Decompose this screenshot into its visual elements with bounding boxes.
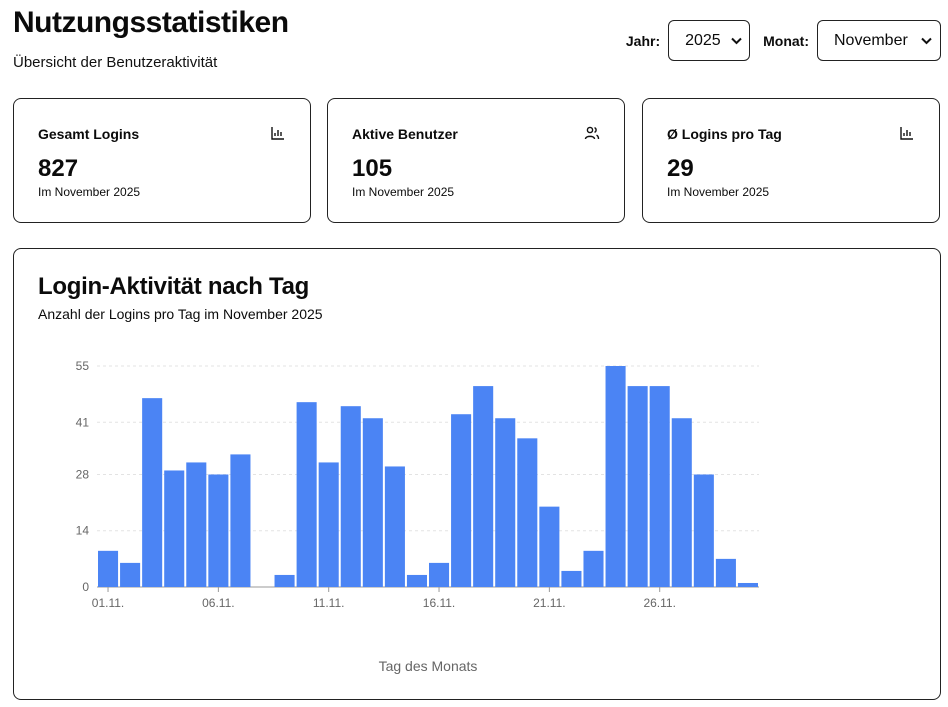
bar	[340, 406, 361, 587]
stat-label: Aktive Benutzer	[352, 126, 458, 142]
bar-chart-icon	[270, 125, 286, 141]
month-value: November	[834, 31, 908, 49]
bar	[142, 398, 163, 587]
bar	[406, 574, 427, 587]
login-activity-chart-card: Login-Aktivität nach Tag Anzahl der Logi…	[13, 248, 941, 700]
bar	[583, 550, 604, 587]
stat-value: 29	[667, 155, 694, 182]
stat-value: 105	[352, 155, 393, 182]
stat-value: 827	[38, 155, 79, 182]
bar	[98, 550, 119, 587]
bar	[693, 474, 714, 587]
bar	[230, 454, 251, 587]
bar-chart: 0 14 28 41 55 01.11. 06.11. 11.11. 16.11. 21.11. 2…	[76, 359, 759, 674]
chart-subtitle: Anzahl der Logins pro Tag im November 20…	[38, 306, 323, 322]
bar	[318, 462, 339, 587]
page-title: Nutzungsstatistiken	[13, 6, 289, 39]
bar	[649, 386, 670, 587]
users-icon	[584, 125, 600, 141]
page-subtitle: Übersicht der Benutzeraktivität	[13, 54, 218, 71]
stat-label: Ø Logins pro Tag	[667, 126, 782, 142]
bar	[495, 418, 516, 587]
y-tick-label: 28	[76, 467, 90, 481]
bar	[627, 386, 648, 587]
bar	[671, 418, 692, 587]
bar	[296, 402, 317, 587]
stat-card-total-logins: Gesamt Logins 827 Im November 2025	[13, 98, 311, 223]
bar	[362, 418, 383, 587]
bar	[120, 562, 141, 587]
bar	[164, 470, 185, 587]
x-tick-label: 11.11.	[313, 596, 345, 610]
stat-caption: Im November 2025	[38, 185, 141, 199]
stat-caption: Im November 2025	[667, 185, 770, 199]
bar	[274, 574, 295, 587]
y-tick-label: 41	[76, 415, 90, 429]
stat-label: Gesamt Logins	[38, 126, 140, 142]
stat-caption: Im November 2025	[352, 185, 455, 199]
month-label: Monat:	[763, 32, 809, 49]
y-tick-label: 55	[76, 359, 90, 373]
bar	[451, 414, 472, 587]
chevron-down-icon	[730, 34, 742, 48]
bar	[429, 562, 450, 587]
bar	[186, 462, 207, 587]
bar	[737, 582, 758, 587]
bar	[605, 366, 626, 587]
bar	[561, 570, 582, 587]
chevron-down-icon	[921, 34, 932, 48]
y-tick-label: 14	[76, 524, 90, 538]
bar	[715, 558, 736, 587]
year-select[interactable]: 2025	[668, 20, 751, 61]
year-label: Jahr:	[625, 32, 661, 49]
year-value: 2025	[685, 31, 721, 49]
x-tick-label: 16.11.	[423, 596, 455, 610]
x-tick-label: 01.11.	[92, 596, 124, 610]
month-select[interactable]: November	[817, 20, 941, 61]
y-tick-label: 0	[82, 580, 89, 594]
stat-card-active-users: Aktive Benutzer 105 Im November 2025	[327, 98, 625, 223]
bar	[473, 386, 494, 587]
bar	[208, 474, 229, 587]
chart-title: Login-Aktivität nach Tag	[38, 273, 310, 300]
bar	[539, 506, 560, 587]
x-tick-label: 26.11.	[643, 596, 675, 610]
filter-bar: Jahr: 2025 Monat: November	[626, 20, 941, 61]
x-tick-label: 06.11.	[202, 596, 234, 610]
stat-card-avg-logins: Ø Logins pro Tag 29 Im November 2025	[642, 98, 940, 223]
x-tick-label: 21.11.	[533, 596, 565, 610]
bar-chart-icon	[899, 125, 915, 141]
bar	[384, 466, 405, 587]
bar	[517, 438, 538, 587]
x-axis-title: Tag des Monats	[379, 658, 478, 674]
